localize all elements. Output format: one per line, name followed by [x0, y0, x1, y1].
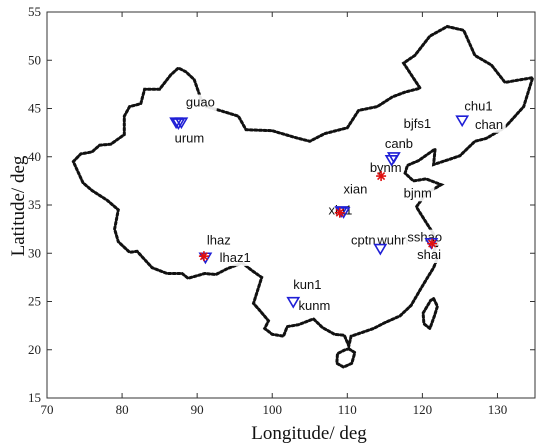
plot-area: guaourumchu1chanbjfs1canbbynmxianbjnmxia…: [46, 11, 536, 399]
x-tick-label: 130: [488, 402, 508, 417]
station-triangle-marker: [455, 115, 470, 128]
station-label-background: [401, 115, 442, 132]
station-star-marker: [376, 171, 387, 182]
station-label: bjfs1: [404, 116, 431, 131]
y-axis-label: Latitude/ deg: [8, 155, 29, 256]
station-label-background: [183, 94, 217, 111]
y-tick-label: 45: [28, 101, 41, 116]
station-label: kun1: [293, 277, 321, 292]
station-label: chu1: [464, 98, 492, 113]
station-label-background: [217, 249, 258, 266]
station-label-background: [415, 247, 448, 264]
y-tick-label: 25: [28, 294, 41, 309]
station-label: guao: [186, 95, 215, 110]
y-tick-label: 20: [28, 342, 41, 357]
station-label: canb: [385, 136, 413, 151]
station-label-background: [291, 276, 325, 293]
x-tick-label: 110: [338, 402, 357, 417]
x-axis-label: Longitude/ deg: [251, 423, 367, 444]
station-triangle-marker: [171, 118, 186, 131]
y-axis-ticks: 15 20 25 30 35 40 45 50 55: [28, 4, 535, 405]
station-label-background: [204, 232, 238, 249]
station-label-background: [296, 298, 330, 315]
y-tick-label: 30: [28, 245, 41, 260]
station-label: kunm: [299, 298, 331, 313]
station-label: cptn: [351, 233, 376, 248]
island-boundary-taiwan: [421, 297, 440, 331]
country-boundary: [71, 24, 535, 351]
x-tick-label: 90: [191, 402, 204, 417]
station-label-background: [462, 98, 496, 115]
station-star-marker: [427, 238, 438, 249]
station-label: xian: [344, 181, 368, 196]
station-label-background: [341, 181, 375, 198]
station-label-background: [401, 185, 435, 202]
x-tick-label: 80: [116, 402, 129, 417]
station-label-background: [472, 116, 506, 133]
y-tick-label: 55: [28, 4, 41, 19]
station-star-marker: [198, 251, 209, 262]
station-label-background: [172, 130, 206, 147]
station-star-marker: [334, 207, 345, 218]
station-label-background: [382, 136, 416, 153]
station-label: urum: [175, 130, 205, 145]
station-label: lhaz1: [220, 250, 251, 265]
y-tick-label: 40: [28, 149, 41, 164]
station-label-background: [349, 232, 382, 249]
x-tick-label: 70: [41, 402, 54, 417]
station-triangle-marker: [174, 117, 189, 130]
station-triangle-marker: [373, 243, 388, 256]
x-tick-label: 120: [413, 402, 433, 417]
island-boundary-hainan: [335, 347, 357, 369]
y-tick-label: 15: [28, 390, 41, 405]
station-label: shai: [417, 247, 441, 262]
station-triangle-marker: [286, 296, 301, 309]
station-label: chan: [475, 117, 503, 132]
station-label: sshao: [407, 230, 442, 245]
y-tick-label: 35: [28, 197, 41, 212]
x-axis-ticks: 70 80 90 100 110 120 130: [41, 12, 508, 417]
station-label: lhaz: [207, 233, 231, 248]
x-tick-label: 100: [262, 402, 282, 417]
station-triangle-marker: [384, 154, 399, 167]
station-label: bynm: [370, 160, 402, 175]
station-label: bjnm: [404, 185, 432, 200]
y-tick-label: 50: [28, 52, 41, 67]
